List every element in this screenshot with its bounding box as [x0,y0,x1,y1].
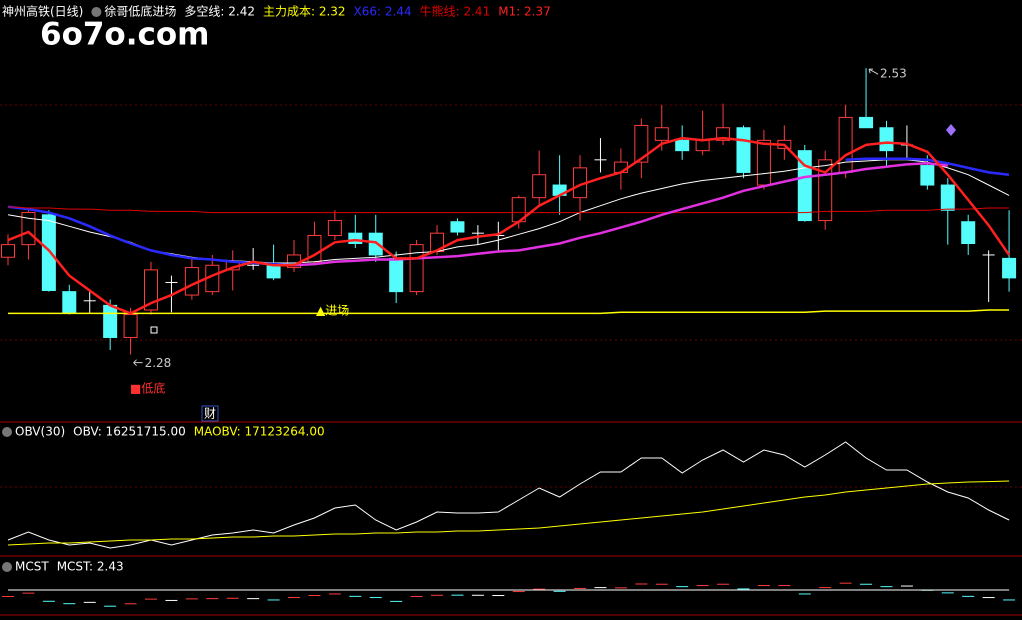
candle-body [409,244,424,293]
candle-body [654,127,669,141]
series-line [7,136,1011,315]
candle-body [838,116,853,173]
candle-body [266,264,281,279]
legend-entry: MCST: 2.43 [57,560,124,574]
series-line [7,480,1010,546]
legend-icon [2,562,12,572]
indicator-title: MCST [15,560,49,574]
finance-badge [201,405,219,422]
candle-body [41,214,56,291]
candle-body [184,267,199,296]
candle-body [634,124,649,163]
legend-entry: X66: 2.44 [354,5,412,19]
high-label: 2.53 [880,67,907,81]
legend-icon [2,427,12,437]
legend-entry: 牛熊线: 2.41 [420,4,491,19]
candle-body [940,184,955,211]
candle-body [879,127,894,152]
candle-body [450,221,465,233]
series-line [7,206,1010,214]
low-label: 2.28 [145,356,172,370]
candle-body [675,139,690,152]
candle-body [532,174,547,199]
candle-body [389,257,404,293]
legend-entry: 多空线: 2.42 [184,5,255,19]
candle-body [736,127,751,173]
legend-entry: MAOBV: 17123264.00 [194,425,325,439]
bottom-signal: ■低底 [130,381,165,396]
candle-body [327,220,342,236]
indicator-title: OBV(30) [15,425,65,439]
candle-body [103,304,118,338]
stock-title: 神州高铁(日线) [2,4,83,19]
signal-diamond [946,124,956,136]
indicator-title: 徐哥低底进场 [104,4,176,19]
legend-entry: 主力成本: 2.32 [263,5,346,19]
candle-body [348,232,363,244]
candle-body [1002,257,1017,279]
candle-body [144,269,159,311]
candle-body [123,314,138,338]
legend-icon [91,7,102,17]
low-arrow [133,359,143,367]
candle-body [920,165,935,186]
candle-body [62,291,77,314]
finance-label: 财 [204,407,216,421]
watermark: 6o7o.com [40,17,210,53]
candle-body [695,139,710,152]
candle-body [756,139,771,186]
high-arrow [868,68,879,75]
legend-entry: M1: 2.37 [498,5,551,19]
candle-body [613,161,628,173]
candle-body [1,244,15,258]
series-line [7,441,1010,549]
signal-square [150,326,158,334]
series-line [8,309,1010,315]
legend-entry: OBV: 16251715.00 [73,425,186,439]
candle-body [859,116,874,129]
candle-body [368,232,383,256]
entry-signal: ▲进场 [316,304,349,318]
candle-body [961,221,976,244]
